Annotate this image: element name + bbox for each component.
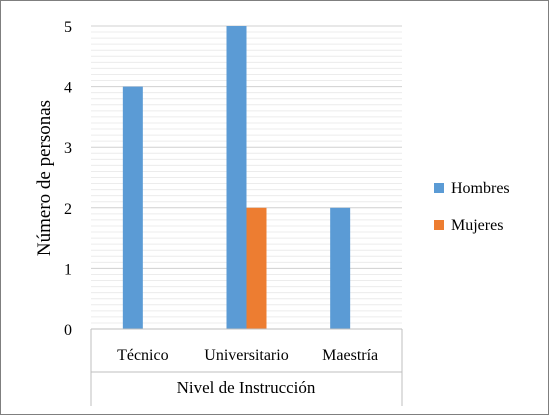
- bar-hombres-1: [122, 86, 143, 329]
- y-tick-label: 0: [64, 322, 72, 339]
- y-tick-labels: 0 1 2 3 4 5: [64, 19, 72, 339]
- x-tick-label: Maestría: [322, 347, 378, 364]
- legend-swatch-mujeres: [434, 220, 444, 230]
- y-tick-label: 3: [64, 140, 72, 157]
- x-tick-label: Universitario: [204, 347, 288, 364]
- y-tick-label: 2: [64, 201, 72, 218]
- y-tick-label: 4: [64, 80, 72, 97]
- bar-hombres-3: [330, 207, 351, 329]
- x-tick-label: Técnico: [117, 347, 169, 364]
- y-tick-label: 5: [64, 19, 72, 36]
- bar-mujeres-2: [246, 207, 267, 329]
- legend: Hombres Mujeres: [434, 180, 510, 234]
- x-axis-title: Nivel de Instrucción: [177, 378, 316, 397]
- legend-swatch-hombres: [434, 183, 444, 193]
- y-tick-label: 1: [64, 261, 72, 278]
- y-axis-title: Número de personas: [34, 100, 55, 256]
- legend-label-mujeres: Mujeres: [451, 217, 503, 234]
- legend-label-hombres: Hombres: [451, 180, 510, 197]
- bar-hombres-2: [226, 26, 247, 329]
- axes: [90, 328, 403, 406]
- bars: [122, 26, 351, 329]
- x-tick-labels: Técnico Universitario Maestría: [117, 347, 378, 364]
